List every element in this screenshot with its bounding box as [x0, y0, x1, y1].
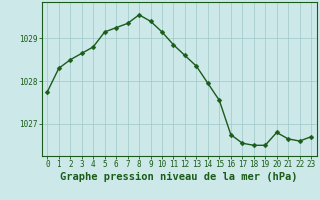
- X-axis label: Graphe pression niveau de la mer (hPa): Graphe pression niveau de la mer (hPa): [60, 172, 298, 182]
